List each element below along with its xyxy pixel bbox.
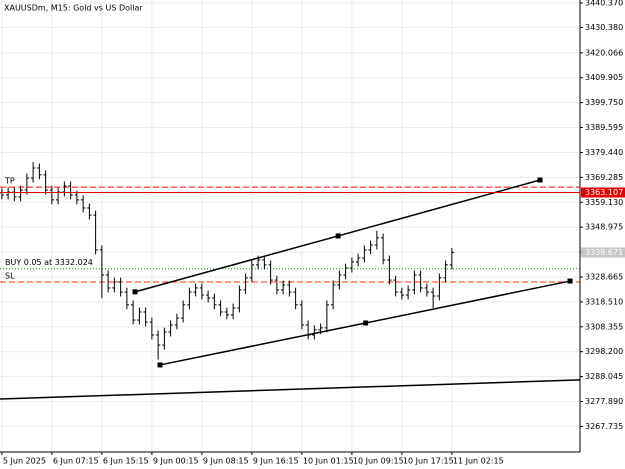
trendline-handle: [537, 177, 543, 183]
y-tick-label: 3267.735: [585, 422, 623, 431]
x-tick-label: 11 Jun 02:15: [453, 457, 504, 466]
price-label: 3338.671: [585, 248, 623, 257]
y-tick-label: 3348.975: [585, 223, 623, 232]
x-tick-label: 5 Jun 2025: [3, 457, 46, 466]
x-tick-label: 6 Jun 15:15: [103, 457, 149, 466]
price-label-box: [581, 247, 625, 258]
y-tick-label: 3399.750: [585, 98, 623, 107]
x-tick-label: 10 Jun 09:15: [353, 457, 404, 466]
y-tick-label: 3328.665: [585, 272, 623, 281]
y-tick-label: 3277.890: [585, 397, 623, 406]
y-tick-label: 3420.066: [585, 48, 623, 57]
y-tick-label: 3359.130: [585, 198, 623, 207]
trendline-handle: [157, 362, 163, 368]
price-label-box: [581, 187, 625, 198]
trendline: [0, 379, 581, 400]
order-level-label: TP: [4, 177, 15, 186]
order-level-label: BUY 0.05 at 3332.024: [5, 258, 93, 267]
y-tick-label: 3318.510: [585, 297, 623, 306]
x-tick-label: 9 Jun 00:15: [153, 457, 199, 466]
x-tick-label: 9 Jun 08:15: [203, 457, 249, 466]
y-tick-label: 3440.370: [585, 0, 623, 8]
x-tick-label: 10 Jun 01:15: [303, 457, 354, 466]
y-tick-label: 3288.045: [585, 372, 623, 381]
chart-title: XAUUSDm, M15: Gold vs US Dollar: [4, 4, 143, 13]
y-tick-label: 3379.440: [585, 148, 623, 157]
y-tick-label: 3389.595: [585, 123, 623, 132]
y-tick-label: 3369.285: [585, 173, 623, 182]
trendline-handle: [132, 289, 138, 295]
y-tick-label: 3409.905: [585, 73, 623, 82]
trendline-handle: [363, 320, 369, 326]
order-level-label: SL: [5, 272, 15, 281]
x-tick-label: 10 Jun 17:15: [403, 457, 454, 466]
price-label: 3363.107: [585, 188, 623, 197]
trendline-handle: [335, 233, 341, 239]
y-tick-label: 3430.380: [585, 23, 623, 32]
trendline-handle: [567, 278, 573, 284]
y-tick-label: 3298.200: [585, 347, 623, 356]
x-tick-label: 6 Jun 07:15: [53, 457, 99, 466]
x-tick-label: 9 Jun 16:15: [253, 457, 299, 466]
y-tick-label: 3308.355: [585, 322, 623, 331]
